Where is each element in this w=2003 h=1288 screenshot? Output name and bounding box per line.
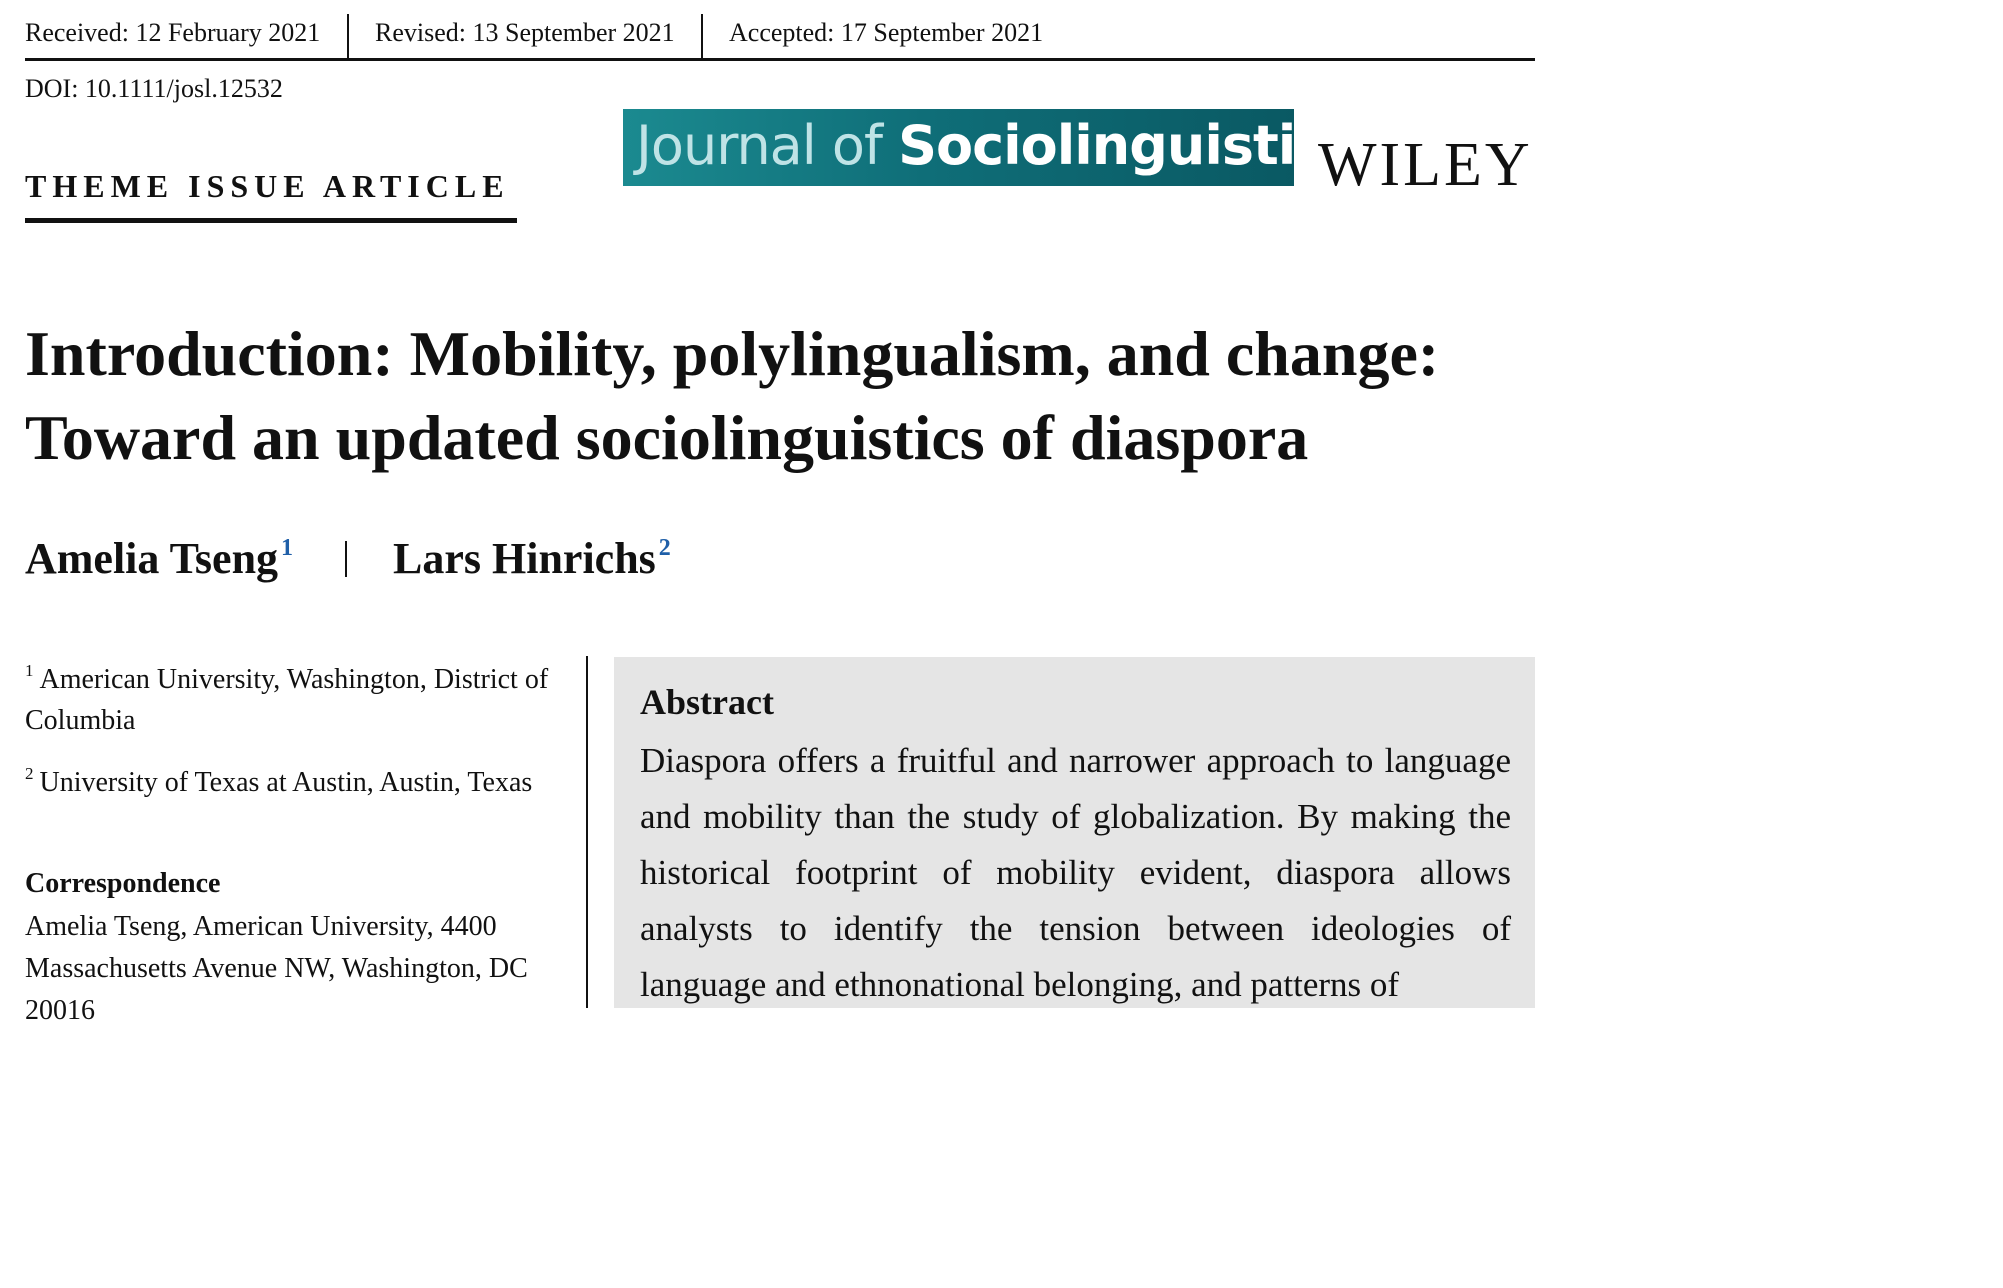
abstract-heading: Abstract <box>640 682 774 722</box>
affiliation-text: American University, Washington, Distric… <box>25 664 549 736</box>
affiliation-text: University of Texas at Austin, Austin, T… <box>39 767 533 798</box>
received-date: Received: 12 February 2021 <box>25 18 321 47</box>
article-type-label: THEME ISSUE ARTICLE <box>25 168 510 204</box>
journal-name-part2: Sociolinguistics <box>898 114 1358 177</box>
publisher-logo[interactable]: WILEY <box>1318 131 1533 199</box>
correspondence-heading: Correspondence <box>25 868 221 899</box>
journal-name: Journal of Sociolinguistics <box>636 114 1358 177</box>
author-name[interactable]: Lars Hinrichs <box>393 534 656 583</box>
affiliation-item: 1 American University, Washington, Distri… <box>25 650 560 741</box>
correspondence-text: Amelia Tseng, American University, 4400 … <box>25 911 528 1026</box>
affiliation-ref[interactable]: 2 <box>658 535 671 561</box>
column-divider <box>586 656 588 1008</box>
revised-date: Revised: 13 September 2021 <box>375 18 675 47</box>
doi-link[interactable]: DOI: 10.1111/josl.12532 <box>25 74 283 103</box>
title-line-1: Introduction: Mobility, polylingualism, … <box>25 318 1440 389</box>
author-list: Amelia Tseng 1 Lars Hinrichs 2 <box>25 533 671 584</box>
affiliation-ref[interactable]: 1 <box>281 535 294 561</box>
author-divider <box>345 541 347 577</box>
abstract-text: Diaspora offers a fruitful and narrower … <box>640 741 1511 1004</box>
author-name[interactable]: Amelia Tseng <box>25 534 279 583</box>
article-type-underline <box>25 218 517 223</box>
article-dates-bar: Received: 12 February 2021 Revised: 13 S… <box>25 14 1535 61</box>
journal-logo[interactable]: Journal of Sociolinguistics <box>623 109 1358 186</box>
date-divider <box>701 14 703 58</box>
affiliations: 1 American University, Washington, Distri… <box>25 650 560 815</box>
article-title: Introduction: Mobility, polylingualism, … <box>25 312 1535 480</box>
title-line-2: Toward an updated sociolinguistics of di… <box>25 402 1309 473</box>
accepted-date: Accepted: 17 September 2021 <box>729 18 1044 47</box>
affiliation-item: 2 University of Texas at Austin, Austin, … <box>25 753 560 803</box>
author-entry: Lars Hinrichs 2 <box>393 533 671 584</box>
date-divider <box>347 14 349 58</box>
abstract-panel: Abstract Diaspora offers a fruitful and … <box>614 657 1535 1008</box>
journal-name-part1: Journal of <box>636 114 883 177</box>
affiliation-number: 2 <box>25 764 34 783</box>
affiliation-number: 1 <box>25 661 34 680</box>
